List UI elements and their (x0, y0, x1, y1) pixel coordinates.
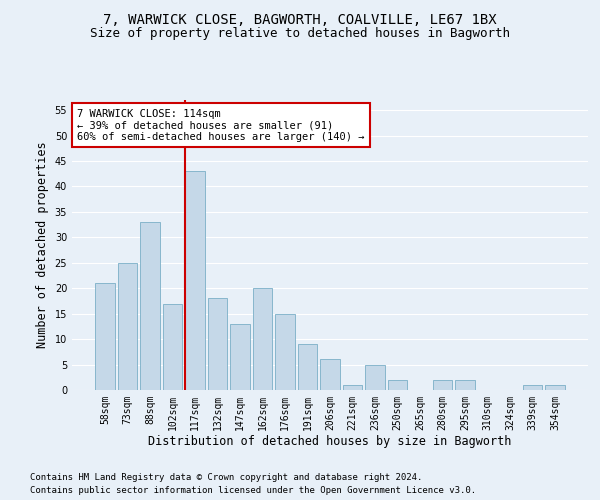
Bar (208, 298, 227, 390)
Bar (320, 360, 340, 390)
Text: 7, WARWICK CLOSE, BAGWORTH, COALVILLE, LE67 1BX: 7, WARWICK CLOSE, BAGWORTH, COALVILLE, L… (103, 12, 497, 26)
Bar (545, 385, 565, 390)
Bar (95, 283, 115, 390)
Bar (523, 385, 542, 390)
Bar (185, 171, 205, 390)
Y-axis label: Number of detached properties: Number of detached properties (36, 142, 49, 348)
Bar (298, 344, 317, 390)
Bar (455, 380, 475, 390)
Bar (118, 263, 137, 390)
Bar (365, 364, 385, 390)
Text: 7 WARWICK CLOSE: 114sqm
← 39% of detached houses are smaller (91)
60% of semi-de: 7 WARWICK CLOSE: 114sqm ← 39% of detache… (77, 108, 365, 142)
Bar (433, 380, 452, 390)
Bar (140, 222, 160, 390)
Bar (343, 385, 362, 390)
Bar (388, 380, 407, 390)
Text: Contains HM Land Registry data © Crown copyright and database right 2024.: Contains HM Land Registry data © Crown c… (30, 472, 422, 482)
Bar (275, 314, 295, 390)
Text: Distribution of detached houses by size in Bagworth: Distribution of detached houses by size … (148, 435, 512, 448)
Bar (230, 324, 250, 390)
Bar (253, 288, 272, 390)
Text: Contains public sector information licensed under the Open Government Licence v3: Contains public sector information licen… (30, 486, 476, 495)
Bar (163, 304, 182, 390)
Text: Size of property relative to detached houses in Bagworth: Size of property relative to detached ho… (90, 28, 510, 40)
